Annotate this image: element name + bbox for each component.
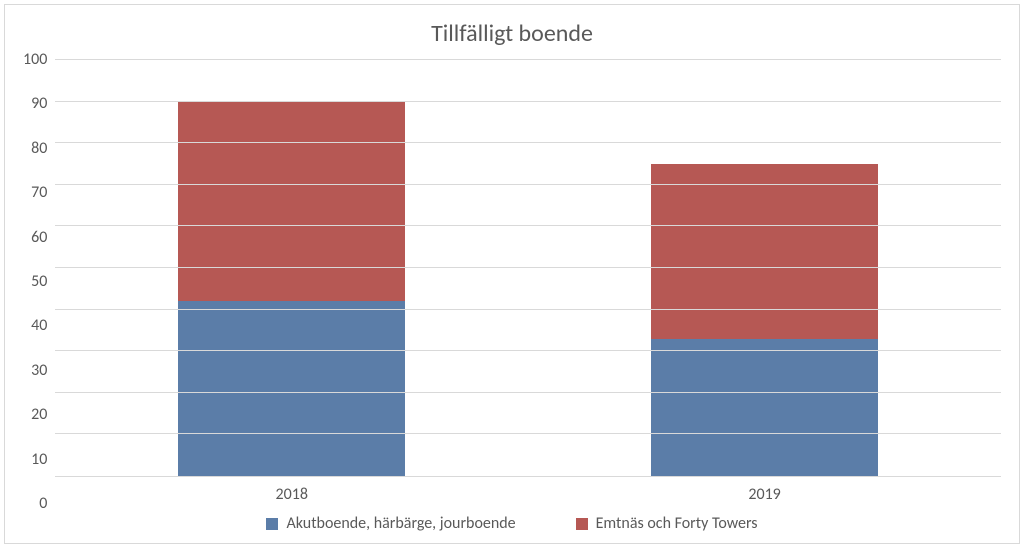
grid-line bbox=[55, 433, 1001, 434]
grid-line bbox=[55, 225, 1001, 226]
grid-line bbox=[55, 392, 1001, 393]
chart-frame: Tillfälligt boende 100 90 80 70 60 50 40… bbox=[4, 4, 1020, 544]
legend-item: Emtnäs och Forty Towers bbox=[576, 514, 758, 533]
bar-2018 bbox=[178, 60, 405, 476]
bar-segment bbox=[178, 301, 405, 476]
legend-swatch-icon bbox=[266, 518, 278, 530]
grid-line bbox=[55, 101, 1001, 102]
bar-segment bbox=[651, 339, 878, 476]
plot-wrap: 2018 2019 bbox=[55, 60, 1001, 504]
grid-line bbox=[55, 350, 1001, 351]
grid-line bbox=[55, 142, 1001, 143]
bar-segment bbox=[178, 102, 405, 302]
legend: Akutboende, härbärge, jourboende Emtnäs … bbox=[23, 504, 1001, 535]
legend-swatch-icon bbox=[576, 518, 588, 530]
chart-body: 100 90 80 70 60 50 40 30 20 10 0 2018 bbox=[23, 60, 1001, 504]
bars-layer bbox=[55, 60, 1001, 476]
y-axis: 100 90 80 70 60 50 40 30 20 10 0 bbox=[23, 60, 55, 504]
grid-line bbox=[55, 267, 1001, 268]
legend-label: Akutboende, härbärge, jourboende bbox=[286, 514, 515, 533]
bar-segment bbox=[651, 164, 878, 339]
x-axis: 2018 2019 bbox=[55, 477, 1001, 504]
grid-line bbox=[55, 59, 1001, 60]
grid-line bbox=[55, 309, 1001, 310]
x-axis-label: 2018 bbox=[178, 485, 405, 504]
chart-title: Tillfälligt boende bbox=[23, 19, 1001, 48]
x-axis-label: 2019 bbox=[651, 485, 878, 504]
legend-label: Emtnäs och Forty Towers bbox=[596, 514, 758, 533]
chart-container: Tillfälligt boende 100 90 80 70 60 50 40… bbox=[0, 0, 1024, 548]
bar-2019 bbox=[651, 60, 878, 476]
plot-area bbox=[55, 60, 1001, 477]
grid-line bbox=[55, 184, 1001, 185]
legend-item: Akutboende, härbärge, jourboende bbox=[266, 514, 515, 533]
